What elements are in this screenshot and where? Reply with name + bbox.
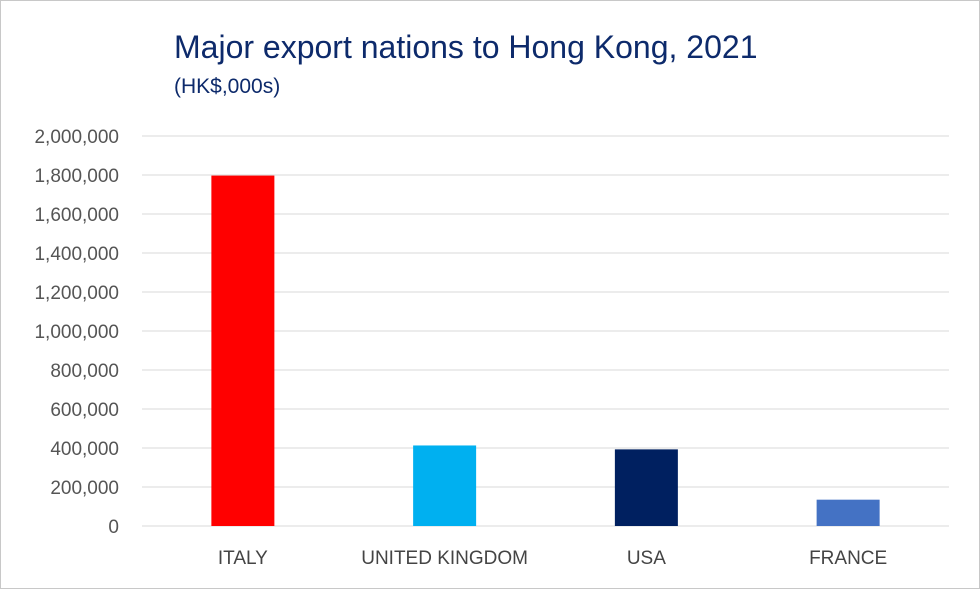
y-tick-label: 1,200,000 xyxy=(34,283,119,304)
y-tick-label: 400,000 xyxy=(50,439,119,460)
y-tick-label: 1,600,000 xyxy=(34,205,119,226)
chart-subtitle: (HK$,000s) xyxy=(174,75,281,98)
chart-title: Major export nations to Hong Kong, 2021 xyxy=(174,29,758,65)
x-category-label: UNITED KINGDOM xyxy=(361,548,528,569)
bar-united-kingdom xyxy=(413,445,477,526)
y-tick-label: 0 xyxy=(108,517,119,538)
bar-italy xyxy=(211,175,275,526)
y-tick-label: 800,000 xyxy=(50,361,119,382)
y-tick-label: 600,000 xyxy=(50,400,119,421)
bar-france xyxy=(816,499,880,526)
y-tick-label: 2,000,000 xyxy=(34,127,119,148)
x-category-label: FRANCE xyxy=(809,548,887,569)
y-tick-label: 1,000,000 xyxy=(34,322,119,343)
y-tick-label: 1,400,000 xyxy=(34,244,119,265)
y-tick-label: 200,000 xyxy=(50,478,119,499)
y-tick-label: 1,800,000 xyxy=(34,166,119,187)
x-category-label: ITALY xyxy=(218,548,268,569)
bar-usa xyxy=(614,449,678,526)
x-category-label: USA xyxy=(627,548,666,569)
